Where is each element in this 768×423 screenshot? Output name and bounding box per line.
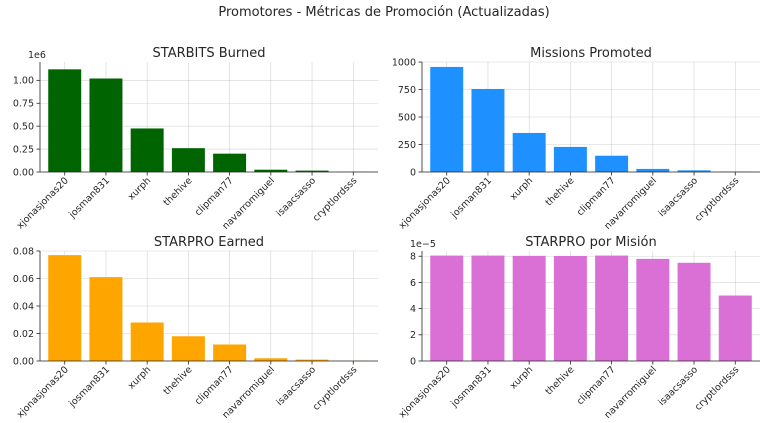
starpro-earned-bar-thehive [171, 336, 205, 361]
missions-promoted-ytick-label: 0 [410, 167, 416, 178]
missions-promoted-bar-xurph [512, 132, 546, 172]
missions-promoted-bar-josman831 [471, 88, 505, 172]
starpro-earned-bar-isaacsasso [295, 359, 329, 361]
starbits-burned-title: STARBITS Burned [153, 46, 266, 61]
starbits-burned-bar-xurph [130, 128, 164, 172]
starpro-por-mision-ytick-label: 2 [410, 330, 416, 341]
starpro-earned-bar-navarromiguel [254, 358, 288, 361]
starbits-burned-bar-thehive [171, 148, 205, 172]
missions-promoted-bar-thehive [553, 146, 587, 172]
starpro-por-mision-ytick-label: 4 [410, 304, 416, 315]
starbits-burned-bar-xjonasjonas20 [48, 69, 82, 172]
starpro-por-mision-ytick-label: 0 [410, 356, 416, 367]
starpro-earned-bar-clipman77 [213, 344, 247, 361]
starpro-por-mision-bar-josman831 [471, 255, 505, 361]
missions-promoted-bar-xjonasjonas20 [430, 66, 464, 172]
starbits-burned-ytick-label: 0.50 [13, 122, 34, 133]
starbits-burned-bar-clipman77 [213, 153, 247, 172]
starbits-burned-offset-label: 1e6 [28, 50, 46, 61]
starpro-por-mision-ytick-label: 8 [410, 252, 416, 263]
starpro-earned-ytick-label: 0.02 [13, 329, 34, 340]
starpro-earned-title: STARPRO Earned [154, 235, 264, 250]
starpro-earned-ytick-label: 0.04 [13, 301, 34, 312]
starpro-earned-ytick-label: 0.06 [13, 274, 34, 285]
missions-promoted-ytick-label: 500 [398, 112, 416, 123]
starbits-burned-ytick-label: 1.00 [13, 76, 34, 87]
starpro-por-mision-ytick-label: 6 [410, 278, 416, 289]
starbits-burned-bar-navarromiguel [254, 169, 288, 172]
starpro-por-mision-bar-isaacsasso [677, 262, 711, 361]
starbits-burned-ytick-label: 0.25 [13, 144, 34, 155]
starbits-burned-bar-isaacsasso [295, 170, 329, 172]
missions-promoted-bar-clipman77 [595, 155, 629, 172]
missions-promoted-ytick-label: 1000 [392, 57, 416, 68]
starbits-burned-bar-josman831 [89, 78, 123, 172]
missions-promoted-bar-navarromiguel [636, 168, 670, 172]
missions-promoted-ytick-label: 750 [398, 85, 416, 96]
starpro-earned-bar-xurph [130, 322, 164, 361]
starpro-por-mision-bar-xurph [512, 255, 546, 361]
starpro-por-mision-bar-thehive [553, 255, 587, 361]
starbits-burned-ytick-label: 0.00 [13, 167, 34, 178]
starpro-por-mision-bar-xjonasjonas20 [430, 255, 464, 361]
starpro-earned-bar-xjonasjonas20 [48, 255, 82, 361]
starpro-por-mision-offset-label: 1e−5 [410, 239, 436, 250]
starpro-por-mision-bar-navarromiguel [636, 258, 670, 361]
missions-promoted-bar-isaacsasso [677, 170, 711, 172]
starbits-burned-ytick-label: 0.75 [13, 99, 34, 110]
missions-promoted-title: Missions Promoted [530, 46, 652, 61]
starpro-por-mision-bar-clipman77 [595, 255, 629, 361]
missions-promoted-ytick-label: 250 [398, 140, 416, 151]
starpro-earned-bar-josman831 [89, 277, 123, 361]
starpro-earned-ytick-label: 0.00 [13, 356, 34, 367]
figure-suptitle: Promotores - Métricas de Promoción (Actu… [218, 5, 549, 20]
starpro-earned-ytick-label: 0.08 [13, 246, 34, 257]
starpro-por-mision-bar-cryptlordsss [718, 295, 752, 361]
starpro-por-mision-title: STARPRO por Misión [525, 235, 656, 250]
